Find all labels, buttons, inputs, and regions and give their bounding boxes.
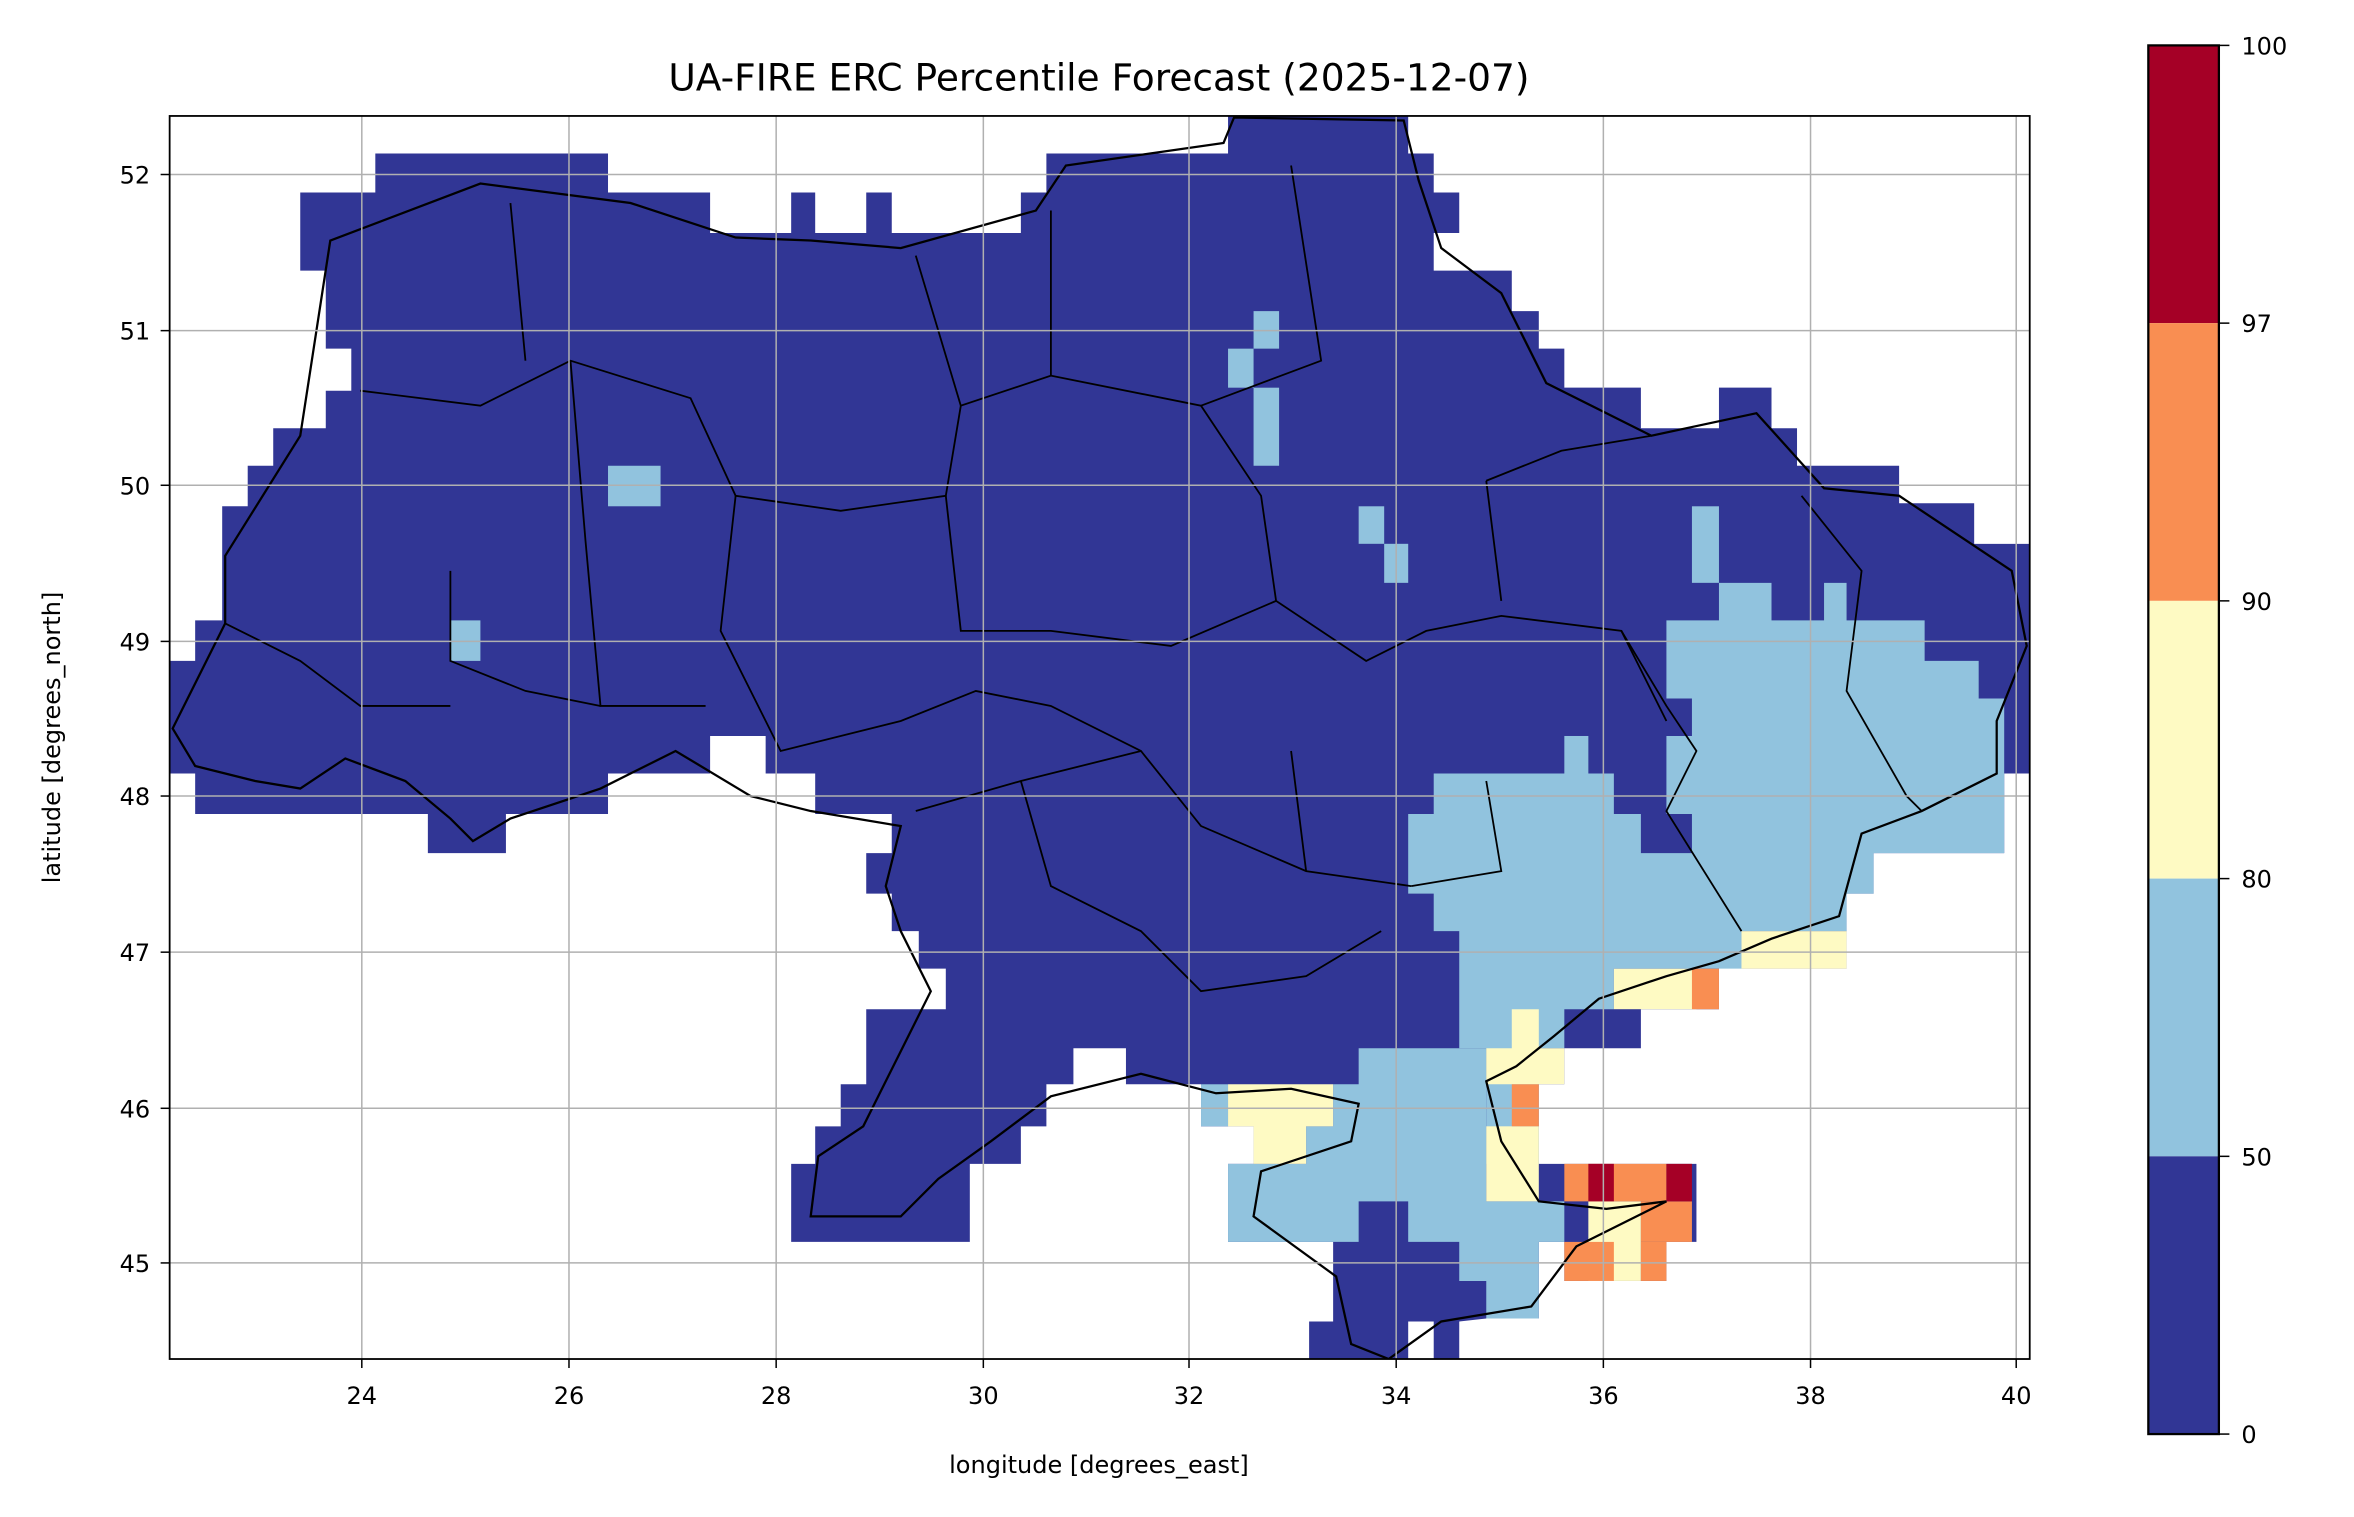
region-0-50: [169, 115, 2030, 1360]
x-tick-label: 24: [347, 1382, 378, 1410]
x-tick-label: 30: [968, 1382, 999, 1410]
y-tick-label: 45: [120, 1250, 151, 1278]
map-plot-area: [168, 115, 2031, 1360]
colorbar-band-50-80: [2148, 878, 2219, 1157]
chart-title: UA-FIRE ERC Percentile Forecast (2025-12…: [668, 55, 1529, 99]
x-tick-label: 32: [1174, 1382, 1205, 1410]
y-tick-label: 51: [120, 318, 151, 346]
y-tick-label: 47: [120, 939, 151, 967]
y-tick-label: 46: [120, 1095, 151, 1123]
colorbar-band-90-97: [2148, 323, 2219, 601]
colorbar-tick-label: 100: [2241, 32, 2287, 60]
colorbar: 100 97 90 80 50 0: [2147, 32, 2287, 1449]
x-axis-label: longitude [degrees_east]: [949, 1451, 1249, 1479]
y-tick-label: 49: [120, 628, 151, 656]
x-tick-label: 28: [761, 1382, 792, 1410]
region-80-90: [1228, 931, 1847, 1281]
region-97-100: [1588, 1163, 1692, 1202]
x-tick-label: 26: [554, 1382, 585, 1410]
x-tick-label: 34: [1381, 1382, 1412, 1410]
grid-lines: [169, 115, 2030, 1360]
country-border: [171, 116, 2028, 1360]
colorbar-tick-label: 90: [2241, 588, 2272, 616]
x-tick-label: 38: [1795, 1382, 1826, 1410]
x-axis: 24 26 28 30 32 34 36 38 40 longitude [de…: [347, 1359, 2032, 1479]
colorbar-tick-label: 97: [2241, 310, 2272, 338]
colorbar-tick-label: 0: [2241, 1421, 2256, 1449]
colorbar-band-80-90: [2148, 600, 2219, 879]
x-tick-label: 40: [2001, 1382, 2032, 1410]
x-tick-label: 36: [1588, 1382, 1619, 1410]
axes-frame: [168, 115, 2031, 1360]
y-tick-label: 50: [120, 472, 151, 500]
region-90-97: [1511, 968, 1719, 1281]
colorbar-tick-label: 50: [2241, 1143, 2272, 1171]
colorbar-tick-label: 80: [2241, 866, 2272, 894]
y-tick-label: 52: [120, 162, 151, 190]
colorbar-band-97-100: [2148, 45, 2219, 324]
y-tick-label: 48: [120, 783, 151, 811]
y-axis: 52 51 50 49 48 47 46 45 latitude [degree…: [38, 162, 170, 1278]
oblast-borders: [224, 165, 1923, 993]
colorbar-band-0-50: [2148, 1156, 2219, 1435]
y-axis-label: latitude [degrees_north]: [38, 592, 66, 884]
